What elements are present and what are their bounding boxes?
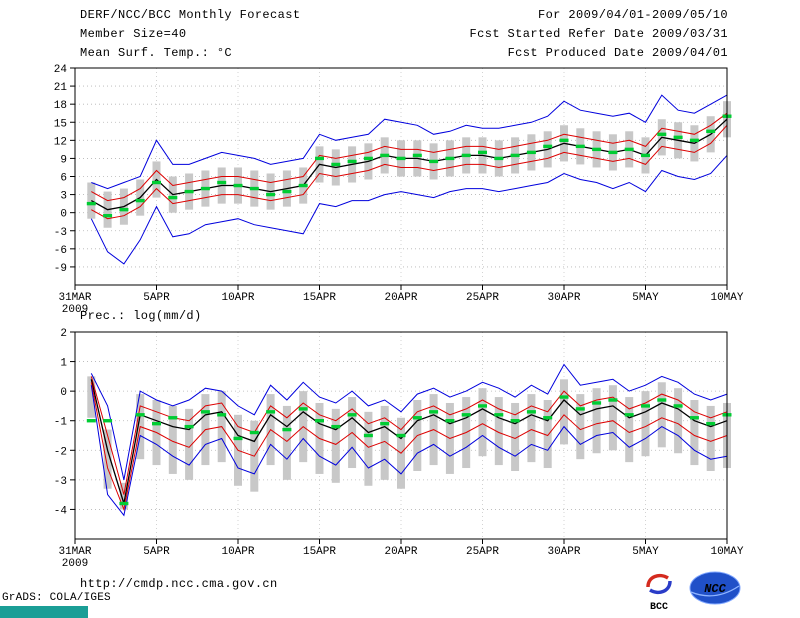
svg-text:30APR: 30APR	[547, 292, 580, 304]
svg-text:-1: -1	[54, 417, 68, 429]
ncc-logo-globe	[690, 572, 740, 604]
prec-chart-title: Prec.: log(mm/d)	[80, 309, 202, 323]
svg-text:10MAY: 10MAY	[710, 292, 743, 304]
svg-text:10MAY: 10MAY	[710, 546, 743, 558]
svg-text:5APR: 5APR	[143, 292, 170, 304]
svg-text:0: 0	[60, 387, 67, 399]
page-title: DERF/NCC/BCC Monthly Forecast	[80, 8, 301, 22]
svg-text:5APR: 5APR	[143, 546, 170, 558]
grads-credit: GrADS: COLA/IGES	[2, 592, 111, 604]
bcc-logo-label: BCC	[650, 602, 668, 612]
svg-text:15: 15	[54, 118, 67, 130]
svg-text:10APR: 10APR	[221, 292, 254, 304]
svg-text:12: 12	[54, 136, 67, 148]
svg-text:10APR: 10APR	[221, 546, 254, 558]
bcc-logo-blue-swirl	[649, 580, 672, 594]
svg-text:-3: -3	[54, 227, 67, 239]
svg-text:2: 2	[60, 328, 67, 340]
svg-text:30APR: 30APR	[547, 546, 580, 558]
refer-date-label: Fcst Started Refer Date 2009/03/31	[469, 27, 728, 41]
svg-text:3: 3	[60, 191, 67, 203]
svg-text:-2: -2	[54, 446, 67, 458]
ncc-logo-label: NCC	[704, 582, 726, 596]
produced-date-label: Fcst Produced Date 2009/04/01	[507, 46, 728, 60]
svg-text:9: 9	[60, 154, 67, 166]
svg-text:2009: 2009	[62, 304, 88, 316]
svg-text:-9: -9	[54, 263, 67, 275]
ncc-logo-orbit	[690, 585, 740, 597]
svg-text:0: 0	[60, 209, 67, 221]
svg-text:18: 18	[54, 100, 67, 112]
member-size-label: Member Size=40	[80, 27, 187, 41]
svg-text:-6: -6	[54, 245, 67, 257]
svg-text:31MAR: 31MAR	[58, 292, 91, 304]
svg-text:25APR: 25APR	[466, 546, 499, 558]
svg-text:15APR: 15APR	[303, 546, 336, 558]
svg-text:15APR: 15APR	[303, 292, 336, 304]
forecast-range: For 2009/04/01-2009/05/10	[537, 8, 728, 22]
svg-text:2009: 2009	[62, 558, 88, 570]
bcc-logo: BCC	[646, 574, 672, 612]
bcc-logo-red-swirl	[646, 574, 669, 588]
site-url: http://cmdp.ncc.cma.gov.cn	[80, 577, 278, 591]
svg-text:25APR: 25APR	[466, 292, 499, 304]
svg-text:20APR: 20APR	[384, 546, 417, 558]
ncc-logo-ring	[689, 571, 741, 605]
svg-text:1: 1	[60, 358, 67, 370]
temp-chart-title: Mean Surf. Temp.: °C	[80, 46, 233, 60]
ncc-logo: NCC	[689, 571, 741, 605]
svg-text:31MAR: 31MAR	[58, 546, 91, 558]
svg-text:5MAY: 5MAY	[632, 546, 659, 558]
svg-text:5MAY: 5MAY	[632, 292, 659, 304]
svg-text:-4: -4	[54, 505, 68, 517]
svg-text:-3: -3	[54, 476, 67, 488]
svg-text:24: 24	[54, 64, 68, 76]
svg-text:21: 21	[54, 82, 68, 94]
svg-text:6: 6	[60, 173, 67, 185]
svg-text:20APR: 20APR	[384, 292, 417, 304]
grads-bar	[0, 606, 88, 618]
